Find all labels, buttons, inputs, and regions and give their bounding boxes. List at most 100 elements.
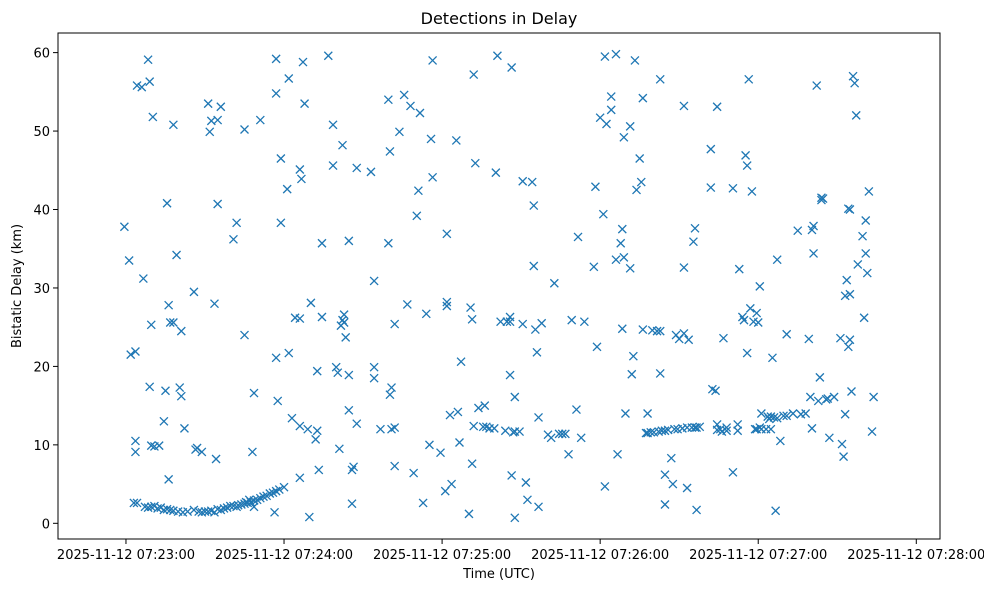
data-point xyxy=(632,185,641,195)
data-point xyxy=(845,205,855,214)
data-point xyxy=(323,51,333,61)
data-point xyxy=(205,127,215,137)
data-point xyxy=(529,261,539,271)
data-point xyxy=(390,461,400,471)
data-point xyxy=(189,287,199,297)
data-point xyxy=(383,238,393,248)
data-point xyxy=(489,423,499,433)
data-point xyxy=(788,409,798,418)
data-point xyxy=(741,150,751,160)
data-point xyxy=(168,318,178,327)
data-point xyxy=(690,223,700,233)
data-point xyxy=(394,127,404,137)
data-point xyxy=(679,263,689,273)
data-point xyxy=(469,70,479,80)
data-point xyxy=(767,353,777,363)
data-point xyxy=(424,440,434,450)
data-point xyxy=(276,218,286,228)
data-point xyxy=(652,326,662,336)
data-point xyxy=(130,347,140,356)
data-point xyxy=(712,102,722,112)
data-point xyxy=(564,449,574,459)
data-point xyxy=(750,424,760,434)
data-point xyxy=(554,429,564,439)
data-point xyxy=(628,351,638,361)
data-point xyxy=(537,318,547,328)
data-point xyxy=(369,276,379,286)
chart-title: Detections in Delay xyxy=(421,9,578,28)
data-point xyxy=(589,262,599,272)
data-point xyxy=(328,120,338,130)
data-point xyxy=(660,470,670,480)
data-point xyxy=(592,342,602,352)
data-point xyxy=(739,315,749,325)
x-tick-label: 2025-11-12 07:28:00 xyxy=(847,548,984,563)
data-point xyxy=(718,333,728,343)
data-point xyxy=(154,441,164,451)
data-point xyxy=(165,505,175,515)
data-point xyxy=(692,505,702,515)
data-point xyxy=(132,498,142,508)
data-point xyxy=(284,74,294,83)
data-point xyxy=(666,453,676,463)
data-point xyxy=(769,412,779,422)
data-point xyxy=(579,317,589,327)
data-point xyxy=(507,470,517,480)
data-point xyxy=(818,194,828,203)
data-point xyxy=(638,93,648,103)
data-point xyxy=(510,513,520,523)
data-point xyxy=(779,411,788,421)
data-point xyxy=(162,198,172,208)
data-point xyxy=(273,396,283,406)
data-point xyxy=(179,423,189,433)
data-point xyxy=(349,462,359,472)
data-point xyxy=(606,92,616,102)
data-point xyxy=(527,177,537,187)
x-tick-label: 2025-11-12 07:24:00 xyxy=(215,548,353,563)
data-point xyxy=(804,334,814,344)
data-point xyxy=(312,426,322,436)
x-tick-label: 2025-11-12 07:27:00 xyxy=(689,548,827,563)
data-point xyxy=(824,433,834,443)
data-point xyxy=(232,502,242,512)
data-point xyxy=(616,238,626,248)
data-point xyxy=(385,390,395,400)
data-point xyxy=(428,55,438,65)
data-point xyxy=(655,74,665,84)
data-point xyxy=(532,347,542,357)
data-point xyxy=(782,329,792,339)
data-point xyxy=(210,507,219,517)
data-point xyxy=(560,429,570,439)
data-point xyxy=(175,383,185,393)
data-point xyxy=(418,498,428,508)
data-point xyxy=(331,362,341,372)
data-point xyxy=(213,115,223,125)
data-point xyxy=(753,318,763,327)
y-tick-label: 50 xyxy=(33,125,50,140)
data-point xyxy=(298,57,308,67)
data-point xyxy=(862,268,872,278)
data-point xyxy=(146,441,156,451)
data-point xyxy=(706,144,716,154)
data-point xyxy=(399,90,409,100)
data-point xyxy=(507,63,517,72)
data-point xyxy=(809,248,819,258)
data-point xyxy=(505,312,515,322)
data-point xyxy=(159,416,169,426)
data-point xyxy=(296,174,306,184)
data-point xyxy=(455,438,464,447)
data-point xyxy=(333,368,343,378)
data-point xyxy=(303,424,313,434)
data-points xyxy=(119,49,879,523)
data-point xyxy=(466,303,476,313)
data-point xyxy=(745,303,755,313)
data-point xyxy=(344,236,354,246)
data-point xyxy=(793,226,803,236)
data-point xyxy=(851,110,861,120)
data-point xyxy=(287,413,297,423)
data-point xyxy=(295,314,305,324)
data-point xyxy=(216,102,226,112)
data-point xyxy=(864,187,874,196)
data-point xyxy=(469,421,479,431)
